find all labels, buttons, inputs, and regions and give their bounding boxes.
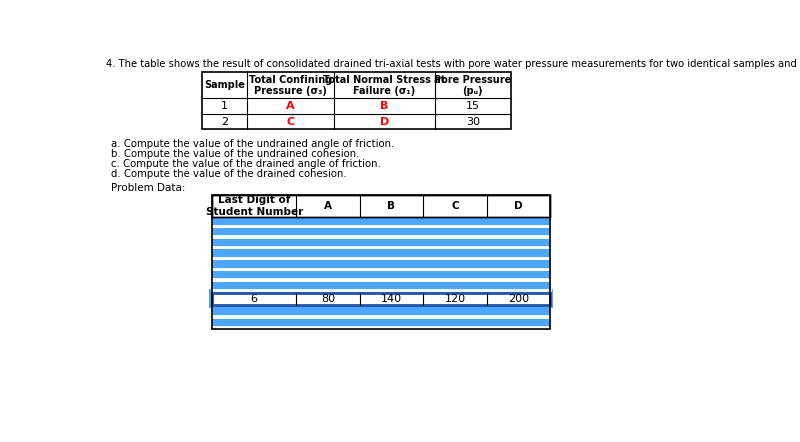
Text: 1: 1	[222, 101, 228, 111]
Text: A: A	[286, 101, 295, 111]
Text: B: B	[387, 201, 395, 211]
Text: 30: 30	[466, 117, 480, 126]
Bar	[212, 217, 550, 225]
Text: c. Compute the value of the drained angle of friction.: c. Compute the value of the drained angl…	[111, 159, 381, 168]
Bar	[212, 195, 550, 329]
Bar	[212, 195, 550, 217]
Text: D: D	[380, 117, 389, 126]
Text: 15: 15	[466, 101, 480, 111]
Text: 200: 200	[508, 293, 529, 304]
Text: 6: 6	[250, 293, 258, 304]
Text: 140: 140	[381, 293, 402, 304]
Text: Problem Data:: Problem Data:	[111, 183, 186, 193]
Bar	[212, 271, 550, 279]
Text: B: B	[380, 101, 389, 111]
Bar	[212, 319, 550, 327]
Text: D: D	[514, 201, 523, 211]
Bar	[212, 282, 550, 290]
Text: Pore Pressure
(pᵤ): Pore Pressure (pᵤ)	[434, 75, 511, 96]
Bar	[202, 72, 510, 129]
Text: 2: 2	[222, 117, 228, 126]
Text: Total Normal Stress at
Failure (σ₁): Total Normal Stress at Failure (σ₁)	[323, 75, 446, 96]
Text: C: C	[451, 201, 458, 211]
Text: Last Digit of
Student Number: Last Digit of Student Number	[206, 195, 303, 217]
Text: 4. The table shows the result of consolidated drained tri-axial tests with pore : 4. The table shows the result of consoli…	[106, 59, 800, 69]
Text: C: C	[286, 117, 294, 126]
Text: a. Compute the value of the undrained angle of friction.: a. Compute the value of the undrained an…	[111, 138, 394, 149]
Text: b. Compute the value of the undrained cohesion.: b. Compute the value of the undrained co…	[111, 149, 359, 159]
Text: Sample: Sample	[204, 80, 246, 90]
Text: 80: 80	[321, 293, 335, 304]
Bar	[212, 249, 550, 258]
Text: Total Confining
Pressure (σ₃): Total Confining Pressure (σ₃)	[249, 75, 332, 96]
Bar	[212, 293, 550, 305]
Text: d. Compute the value of the drained cohesion.: d. Compute the value of the drained cohe…	[111, 168, 346, 179]
Bar	[210, 290, 554, 308]
Text: 120: 120	[444, 293, 466, 304]
Text: A: A	[324, 201, 332, 211]
Bar	[212, 228, 550, 236]
Bar	[212, 239, 550, 247]
Bar	[212, 308, 550, 316]
Bar	[212, 260, 550, 269]
